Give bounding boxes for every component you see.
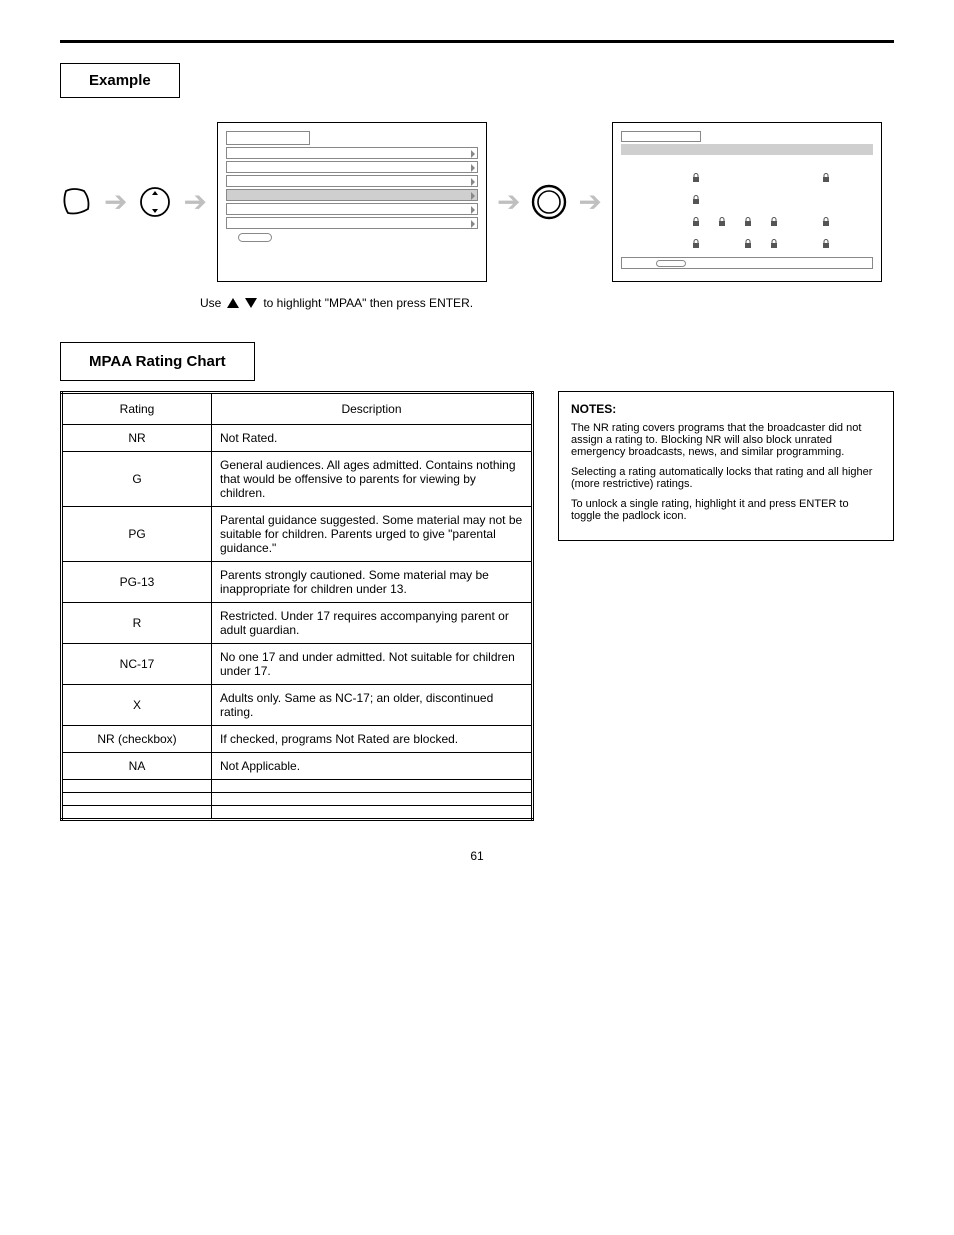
table-cell: General audiences. All ages admitted. Co… <box>212 452 533 507</box>
table-cell: No one 17 and under admitted. Not suitab… <box>212 644 533 685</box>
osd-row <box>226 147 478 159</box>
padlock-icon <box>691 173 701 183</box>
osd-menu-left <box>217 122 487 282</box>
padlock-icon <box>743 217 753 227</box>
nav-dial-icon <box>137 184 173 220</box>
triangle-down-icon <box>245 298 257 308</box>
padlock-icon <box>821 217 831 227</box>
osd-bottom-bar <box>621 257 873 269</box>
menu-button-icon <box>60 185 94 219</box>
table-row <box>62 780 533 793</box>
header-rule <box>60 40 894 43</box>
padlock-icon <box>821 239 831 249</box>
padlock-icon <box>691 239 701 249</box>
table-row: RRestricted. Under 17 requires accompany… <box>62 603 533 644</box>
table-cell: If checked, programs Not Rated are block… <box>212 726 533 753</box>
notes-title: NOTES: <box>571 402 881 416</box>
table-cell <box>212 793 533 806</box>
table-cell <box>62 806 212 820</box>
osd-tab <box>226 131 310 145</box>
table-row <box>62 806 533 820</box>
step-note-suffix: to highlight "MPAA" then press ENTER. <box>263 296 473 310</box>
padlock-icon <box>769 239 779 249</box>
table-row: GGeneral audiences. All ages admitted. C… <box>62 452 533 507</box>
notes-paragraph: Selecting a rating automatically locks t… <box>571 466 881 490</box>
table-cell <box>212 780 533 793</box>
table-cell: NC-17 <box>62 644 212 685</box>
osd-oval <box>238 233 272 242</box>
arrow-icon: ➔ <box>183 188 206 216</box>
table-cell <box>62 780 212 793</box>
osd-row <box>226 203 478 215</box>
table-cell: PG-13 <box>62 562 212 603</box>
table-cell: Not Applicable. <box>212 753 533 780</box>
table-cell: Parental guidance suggested. Some materi… <box>212 507 533 562</box>
padlock-icon <box>821 173 831 183</box>
notes-box: NOTES: The NR rating covers programs tha… <box>558 391 894 541</box>
table-row: XAdults only. Same as NC-17; an older, d… <box>62 685 533 726</box>
table-cell <box>212 806 533 820</box>
table-cell <box>62 793 212 806</box>
osd-title <box>621 131 701 142</box>
flow-diagram: ➔ ➔ ➔ <box>60 122 894 282</box>
padlock-icon <box>743 239 753 249</box>
table-header: Description <box>212 393 533 425</box>
table-row: NRNot Rated. <box>62 425 533 452</box>
padlock-icon <box>691 195 701 205</box>
table-cell: NA <box>62 753 212 780</box>
table-row: PGParental guidance suggested. Some mate… <box>62 507 533 562</box>
ratings-table: Rating Description NRNot Rated. GGeneral… <box>60 391 534 821</box>
osd-row <box>226 175 478 187</box>
arrow-icon: ➔ <box>497 188 520 216</box>
table-cell: G <box>62 452 212 507</box>
step-note: Use to highlight "MPAA" then press ENTER… <box>200 296 894 310</box>
notes-paragraph: The NR rating covers programs that the b… <box>571 422 881 458</box>
table-cell: Parents strongly cautioned. Some materia… <box>212 562 533 603</box>
enter-button-icon <box>530 183 568 221</box>
table-cell: NR <box>62 425 212 452</box>
table-header: Rating <box>62 393 212 425</box>
padlock-grid <box>621 165 873 251</box>
notes-paragraph: To unlock a single rating, highlight it … <box>571 498 881 522</box>
arrow-icon: ➔ <box>578 188 601 216</box>
padlock-icon <box>717 217 727 227</box>
chart-label: MPAA Rating Chart <box>60 342 255 381</box>
page-number: 61 <box>60 849 894 863</box>
padlock-icon <box>691 217 701 227</box>
triangle-up-icon <box>227 298 239 308</box>
osd-row <box>226 217 478 229</box>
table-row: NC-17No one 17 and under admitted. Not s… <box>62 644 533 685</box>
table-row: PG-13Parents strongly cautioned. Some ma… <box>62 562 533 603</box>
table-cell: Adults only. Same as NC-17; an older, di… <box>212 685 533 726</box>
arrow-icon: ➔ <box>104 188 127 216</box>
step-note-prefix: Use <box>200 296 221 310</box>
table-row: NANot Applicable. <box>62 753 533 780</box>
two-column-layout: Rating Description NRNot Rated. GGeneral… <box>60 391 894 821</box>
example-label: Example <box>60 63 180 98</box>
table-body: NRNot Rated. GGeneral audiences. All age… <box>62 425 533 820</box>
table-cell: Not Rated. <box>212 425 533 452</box>
table-cell: Restricted. Under 17 requires accompanyi… <box>212 603 533 644</box>
osd-row-selected <box>226 189 478 201</box>
osd-menu-right <box>612 122 882 282</box>
padlock-icon <box>769 217 779 227</box>
table-row: NR (checkbox)If checked, programs Not Ra… <box>62 726 533 753</box>
table-cell: R <box>62 603 212 644</box>
table-cell: PG <box>62 507 212 562</box>
table-row <box>62 793 533 806</box>
table-cell: NR (checkbox) <box>62 726 212 753</box>
table-cell: X <box>62 685 212 726</box>
osd-row <box>226 161 478 173</box>
osd-subtitle <box>621 144 873 155</box>
